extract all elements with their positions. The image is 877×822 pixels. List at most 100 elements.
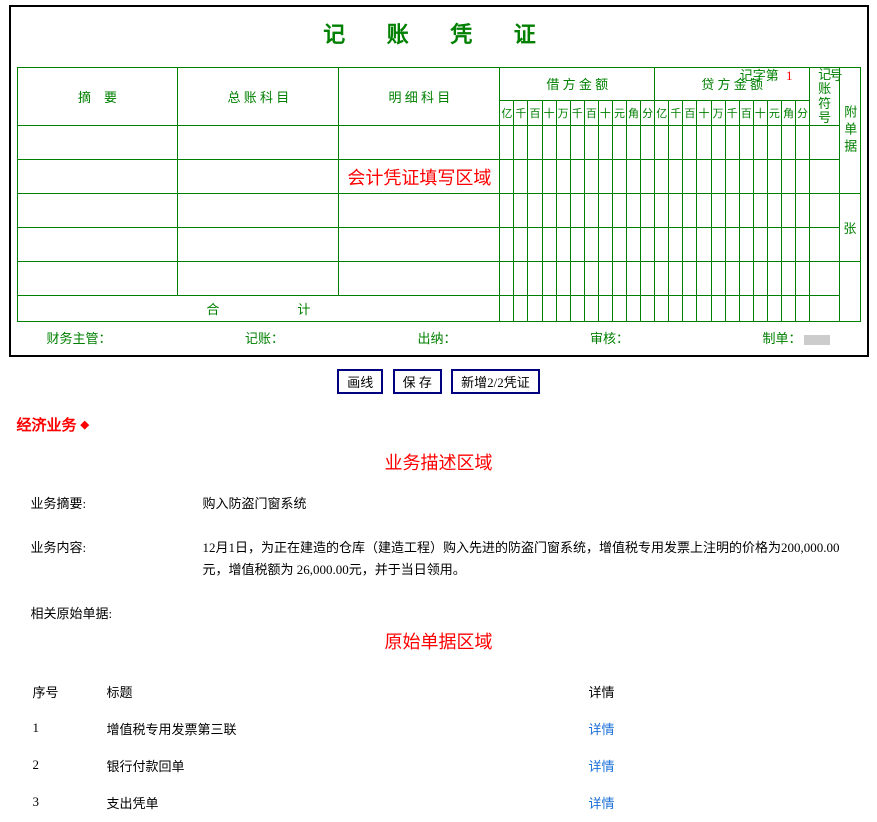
amount-cell[interactable] bbox=[767, 194, 781, 228]
amount-cell[interactable] bbox=[669, 194, 683, 228]
amount-cell[interactable] bbox=[669, 228, 683, 262]
amount-cell[interactable] bbox=[556, 194, 570, 228]
amount-cell[interactable] bbox=[570, 228, 584, 262]
amount-cell[interactable] bbox=[753, 126, 767, 160]
mark-cell[interactable] bbox=[810, 194, 840, 228]
amount-cell[interactable] bbox=[753, 228, 767, 262]
amount-cell[interactable] bbox=[655, 126, 669, 160]
cell-summary[interactable] bbox=[17, 262, 178, 296]
amount-cell[interactable] bbox=[542, 160, 556, 194]
amount-cell[interactable] bbox=[641, 262, 655, 296]
amount-cell[interactable] bbox=[627, 194, 641, 228]
amount-cell[interactable] bbox=[655, 228, 669, 262]
drawline-button[interactable]: 画线 bbox=[337, 369, 383, 394]
amount-cell[interactable] bbox=[683, 194, 697, 228]
amount-cell[interactable] bbox=[556, 228, 570, 262]
amount-cell[interactable] bbox=[795, 194, 809, 228]
amount-cell[interactable] bbox=[725, 160, 739, 194]
save-button[interactable]: 保 存 bbox=[393, 369, 442, 394]
amount-cell[interactable] bbox=[528, 262, 542, 296]
cell-detail[interactable] bbox=[339, 262, 500, 296]
amount-cell[interactable] bbox=[556, 126, 570, 160]
amount-cell[interactable] bbox=[514, 126, 528, 160]
amount-cell[interactable] bbox=[669, 262, 683, 296]
amount-cell[interactable] bbox=[739, 194, 753, 228]
amount-cell[interactable] bbox=[711, 228, 725, 262]
amount-cell[interactable] bbox=[669, 160, 683, 194]
cell-ledger[interactable] bbox=[178, 160, 339, 194]
amount-cell[interactable] bbox=[781, 126, 795, 160]
amount-cell[interactable] bbox=[570, 262, 584, 296]
amount-cell[interactable] bbox=[767, 262, 781, 296]
amount-cell[interactable] bbox=[500, 160, 514, 194]
amount-cell[interactable] bbox=[767, 160, 781, 194]
amount-cell[interactable] bbox=[655, 160, 669, 194]
amount-cell[interactable] bbox=[725, 228, 739, 262]
doc-detail-link[interactable]: 详情 bbox=[589, 722, 615, 737]
cell-detail[interactable] bbox=[339, 228, 500, 262]
amount-cell[interactable] bbox=[781, 262, 795, 296]
amount-cell[interactable] bbox=[584, 262, 598, 296]
amount-cell[interactable] bbox=[753, 194, 767, 228]
voucher-data-row[interactable] bbox=[17, 262, 860, 296]
doc-detail-link[interactable]: 详情 bbox=[589, 759, 615, 774]
mark-cell[interactable] bbox=[810, 126, 840, 160]
cell-summary[interactable] bbox=[17, 228, 178, 262]
amount-cell[interactable] bbox=[767, 126, 781, 160]
amount-cell[interactable] bbox=[612, 228, 626, 262]
amount-cell[interactable] bbox=[739, 160, 753, 194]
amount-cell[interactable] bbox=[739, 126, 753, 160]
cell-ledger[interactable] bbox=[178, 126, 339, 160]
amount-cell[interactable] bbox=[641, 126, 655, 160]
voucher-data-row[interactable]: 会计凭证填写区域 bbox=[17, 160, 860, 194]
amount-cell[interactable] bbox=[556, 262, 570, 296]
amount-cell[interactable] bbox=[795, 160, 809, 194]
amount-cell[interactable] bbox=[500, 228, 514, 262]
cell-ledger[interactable] bbox=[178, 262, 339, 296]
mark-cell[interactable] bbox=[810, 228, 840, 262]
doc-detail-link[interactable]: 详情 bbox=[589, 796, 615, 811]
amount-cell[interactable] bbox=[627, 160, 641, 194]
amount-cell[interactable] bbox=[683, 228, 697, 262]
amount-cell[interactable] bbox=[767, 228, 781, 262]
amount-cell[interactable] bbox=[641, 160, 655, 194]
amount-cell[interactable] bbox=[669, 126, 683, 160]
amount-cell[interactable] bbox=[711, 194, 725, 228]
amount-cell[interactable] bbox=[781, 160, 795, 194]
amount-cell[interactable] bbox=[627, 262, 641, 296]
amount-cell[interactable] bbox=[528, 194, 542, 228]
amount-cell[interactable] bbox=[598, 160, 612, 194]
amount-cell[interactable] bbox=[753, 262, 767, 296]
cell-summary[interactable] bbox=[17, 126, 178, 160]
amount-cell[interactable] bbox=[612, 194, 626, 228]
amount-cell[interactable] bbox=[711, 262, 725, 296]
cell-summary[interactable] bbox=[17, 160, 178, 194]
amount-cell[interactable] bbox=[542, 126, 556, 160]
amount-cell[interactable] bbox=[725, 194, 739, 228]
amount-cell[interactable] bbox=[584, 228, 598, 262]
amount-cell[interactable] bbox=[542, 194, 556, 228]
amount-cell[interactable] bbox=[570, 160, 584, 194]
amount-cell[interactable] bbox=[514, 262, 528, 296]
amount-cell[interactable] bbox=[584, 126, 598, 160]
amount-cell[interactable] bbox=[781, 194, 795, 228]
voucher-data-row[interactable] bbox=[17, 228, 860, 262]
voucher-data-row[interactable] bbox=[17, 126, 860, 160]
cell-ledger[interactable] bbox=[178, 228, 339, 262]
amount-cell[interactable] bbox=[584, 194, 598, 228]
amount-cell[interactable] bbox=[598, 228, 612, 262]
amount-cell[interactable] bbox=[514, 160, 528, 194]
amount-cell[interactable] bbox=[542, 262, 556, 296]
amount-cell[interactable] bbox=[683, 262, 697, 296]
amount-cell[interactable] bbox=[514, 194, 528, 228]
amount-cell[interactable] bbox=[514, 228, 528, 262]
amount-cell[interactable] bbox=[697, 262, 711, 296]
amount-cell[interactable] bbox=[697, 160, 711, 194]
amount-cell[interactable] bbox=[795, 228, 809, 262]
amount-cell[interactable] bbox=[725, 126, 739, 160]
add-voucher-button[interactable]: 新增2/2凭证 bbox=[451, 369, 540, 394]
amount-cell[interactable] bbox=[781, 228, 795, 262]
amount-cell[interactable] bbox=[627, 228, 641, 262]
amount-cell[interactable] bbox=[655, 262, 669, 296]
amount-cell[interactable] bbox=[584, 160, 598, 194]
